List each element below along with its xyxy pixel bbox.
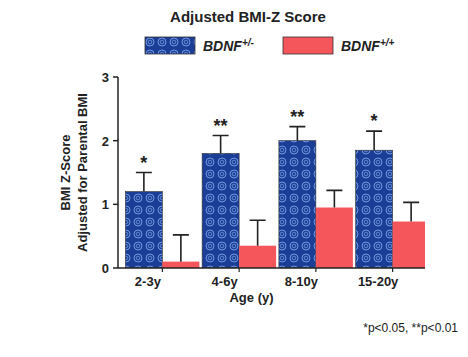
error-bar — [213, 136, 229, 154]
legend-item: BDNF+/- — [145, 37, 255, 54]
y-tick-label: 2 — [102, 134, 109, 149]
significance: * — [140, 153, 147, 173]
marks — [125, 127, 425, 268]
legend-label-sup: +/+ — [380, 37, 395, 48]
y-axis-label: Adjusted for Parental BMI — [75, 93, 90, 252]
bar — [279, 141, 316, 268]
x-tick-label: 4-6y — [212, 274, 239, 289]
error-bar — [136, 173, 152, 192]
bar — [393, 222, 425, 268]
y-tick — [113, 267, 118, 269]
significance: * — [371, 111, 378, 131]
bar — [316, 208, 353, 268]
chart: Adjusted BMI-Z ScoreBDNF+/-BDNF+/+******… — [0, 0, 468, 357]
y-axis-label: BMI Z-Score — [58, 135, 73, 211]
legend-swatch — [283, 37, 333, 54]
x-tick — [239, 268, 240, 272]
y-tick — [113, 76, 118, 78]
x-tick-label: 15-20y — [358, 274, 399, 289]
legend-label-main: BDNF — [341, 38, 380, 54]
bar — [162, 262, 199, 268]
x-axis-label: Age (y) — [229, 290, 273, 305]
legend-swatch — [145, 37, 195, 54]
x-tick-label: 8-10y — [285, 274, 319, 289]
legend-label-main: BDNF — [203, 38, 242, 54]
bar — [356, 150, 393, 268]
x-axis — [118, 267, 425, 269]
error-bar — [326, 190, 342, 207]
footnote: *p<0.05, **p<0.01 — [363, 321, 458, 335]
legend-label: BDNF+/- — [203, 37, 255, 54]
bar — [202, 153, 239, 268]
error-bar — [403, 202, 419, 221]
x-tick — [315, 268, 316, 272]
y-axis — [117, 77, 119, 268]
legend-item: BDNF+/+ — [283, 37, 395, 54]
y-tick-label: 1 — [102, 197, 109, 212]
bar — [125, 192, 162, 268]
title: Adjusted BMI-Z Score — [170, 8, 326, 25]
y-tick — [113, 140, 118, 142]
error-bar — [173, 235, 189, 262]
bar — [239, 246, 276, 268]
error-bar — [289, 127, 305, 141]
error-bar — [250, 220, 266, 245]
x-tick-label: 2-3y — [135, 274, 162, 289]
legend-label-sup: +/- — [242, 37, 255, 48]
y-tick-label: 3 — [102, 70, 109, 85]
legend-label: BDNF+/+ — [341, 37, 395, 54]
x-tick — [162, 268, 163, 272]
x-tick — [392, 268, 393, 272]
significance: ** — [290, 107, 304, 127]
y-tick — [113, 204, 118, 206]
y-tick-label: 0 — [102, 261, 109, 276]
error-bar — [366, 131, 382, 150]
significance: ** — [214, 116, 228, 136]
